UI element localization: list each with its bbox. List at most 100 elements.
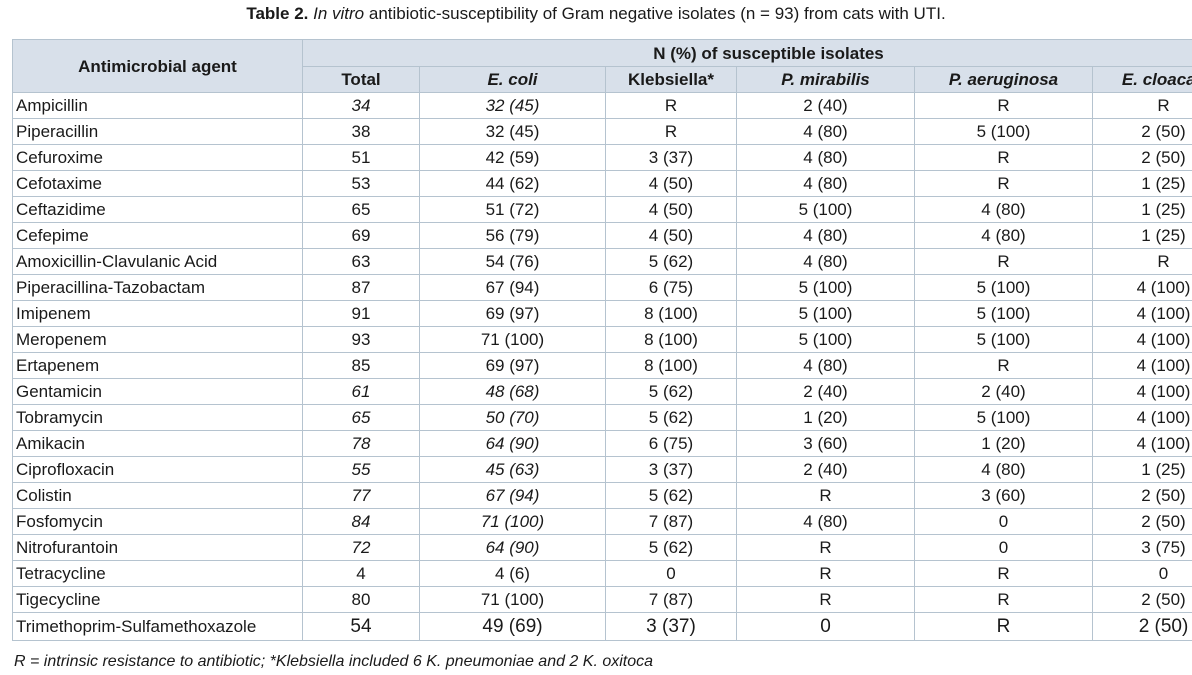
kleb-cell: 6 (75)	[605, 274, 737, 301]
table-row: Tetracycline 4 4 (6) 0 R R 0	[12, 560, 1192, 587]
agent-cell: Ciprofloxacin	[12, 456, 303, 483]
eclo-cell: 2 (50)	[1091, 118, 1192, 145]
agent-cell: Meropenem	[12, 326, 303, 353]
paer-cell: R	[914, 248, 1093, 275]
table-row: Colistin 77 67 (94) 5 (62) R 3 (60) 2 (50)	[12, 482, 1192, 509]
table-row: Ertapenem 85 69 (97) 8 (100) 4 (80) R 4 (100)	[12, 352, 1192, 379]
table-body: Ampicillin 34 32 (45) R 2 (40) R R Piperacillin…	[12, 92, 1192, 641]
pmir-cell: 5 (100)	[736, 326, 915, 353]
pmir-cell: 3 (60)	[736, 430, 915, 457]
table-row: Imipenem 91 69 (97) 8 (100) 5 (100) 5 (100) 4 …	[12, 300, 1192, 327]
pmir-cell: 4 (80)	[736, 144, 915, 171]
total-cell: 51	[302, 144, 420, 171]
table-row: Amikacin 78 64 (90) 6 (75) 3 (60) 1 (20) 4 (10…	[12, 430, 1192, 457]
eclo-cell: R	[1091, 92, 1192, 119]
eclo-cell: 4 (100)	[1091, 378, 1192, 405]
agent-cell: Tobramycin	[12, 404, 303, 431]
ecoli-cell: 64 (90)	[419, 534, 606, 561]
agent-cell: Piperacillina-Tazobactam	[12, 274, 303, 301]
pmir-cell: 2 (40)	[736, 378, 915, 405]
paer-cell: 5 (100)	[914, 274, 1093, 301]
eclo-cell: 4 (100)	[1091, 274, 1192, 301]
paer-cell: 5 (100)	[914, 300, 1093, 327]
agent-cell: Nitrofurantoin	[12, 534, 303, 561]
table-row: Cefuroxime 51 42 (59) 3 (37) 4 (80) R 2 (50)	[12, 144, 1192, 171]
total-cell: 72	[302, 534, 420, 561]
agent-cell: Cefotaxime	[12, 170, 303, 197]
table-row: Piperacillin 38 32 (45) R 4 (80) 5 (100) 2 (50…	[12, 118, 1192, 145]
table-row: Gentamicin 61 48 (68) 5 (62) 2 (40) 2 (40) 4 (…	[12, 378, 1192, 405]
agent-cell: Tigecycline	[12, 586, 303, 613]
kleb-cell: 0	[605, 560, 737, 587]
header-total: Total	[302, 66, 420, 93]
pmir-cell: 1 (20)	[736, 404, 915, 431]
kleb-cell: 4 (50)	[605, 196, 737, 223]
total-cell: 91	[302, 300, 420, 327]
table-row: Tobramycin 65 50 (70) 5 (62) 1 (20) 5 (100) 4 …	[12, 404, 1192, 431]
table-row: Ceftazidime 65 51 (72) 4 (50) 5 (100) 4 (80) 1…	[12, 196, 1192, 223]
kleb-cell: 4 (50)	[605, 170, 737, 197]
table-row: Cefotaxime 53 44 (62) 4 (50) 4 (80) R 1 (25)	[12, 170, 1192, 197]
pmir-cell: 4 (80)	[736, 352, 915, 379]
total-cell: 34	[302, 92, 420, 119]
pmir-cell: 2 (40)	[736, 92, 915, 119]
total-cell: 84	[302, 508, 420, 535]
total-cell: 93	[302, 326, 420, 353]
total-cell: 38	[302, 118, 420, 145]
eclo-cell: 1 (25)	[1091, 456, 1192, 483]
pmir-cell: 2 (40)	[736, 456, 915, 483]
eclo-cell: 4 (100)	[1091, 404, 1192, 431]
kleb-cell: 5 (62)	[605, 404, 737, 431]
ecoli-cell: 51 (72)	[419, 196, 606, 223]
kleb-cell: 5 (62)	[605, 378, 737, 405]
kleb-cell: 5 (62)	[605, 248, 737, 275]
eclo-cell: 4 (100)	[1091, 300, 1192, 327]
kleb-cell: R	[605, 118, 737, 145]
pmir-cell: 4 (80)	[736, 222, 915, 249]
paer-cell: R	[914, 170, 1093, 197]
header-pmirabilis: P. mirabilis	[736, 66, 915, 93]
ecoli-cell: 64 (90)	[419, 430, 606, 457]
total-cell: 65	[302, 404, 420, 431]
pmir-cell: 5 (100)	[736, 300, 915, 327]
table-row: Piperacillina-Tazobactam 87 67 (94) 6 (75) 5…	[12, 274, 1192, 301]
eclo-cell: 4 (100)	[1091, 430, 1192, 457]
ecoli-cell: 32 (45)	[419, 118, 606, 145]
pmir-cell: 4 (80)	[736, 508, 915, 535]
paer-cell: R	[914, 586, 1093, 613]
ecoli-cell: 4 (6)	[419, 560, 606, 587]
kleb-cell: 8 (100)	[605, 300, 737, 327]
agent-cell: Trimethoprim-Sulfamethoxazole	[12, 612, 303, 641]
ecoli-cell: 67 (94)	[419, 274, 606, 301]
agent-cell: Gentamicin	[12, 378, 303, 405]
ecoli-cell: 32 (45)	[419, 92, 606, 119]
eclo-cell: 2 (50)	[1091, 586, 1192, 613]
eclo-cell: 4 (100)	[1091, 352, 1192, 379]
header-agent: Antimicrobial agent	[12, 39, 303, 93]
header-row-columns: Total E. coli Klebsiella* P. mirabilis P…	[13, 66, 1192, 93]
paer-cell: R	[914, 612, 1093, 641]
total-cell: 55	[302, 456, 420, 483]
paer-cell: 4 (80)	[914, 196, 1093, 223]
pmir-cell: R	[736, 560, 915, 587]
paer-cell: 4 (80)	[914, 222, 1093, 249]
paer-cell: R	[914, 92, 1093, 119]
eclo-cell: R	[1091, 248, 1192, 275]
agent-cell: Ampicillin	[12, 92, 303, 119]
ecoli-cell: 71 (100)	[419, 326, 606, 353]
table-row: Tigecycline 80 71 (100) 7 (87) R R 2 (50)	[12, 586, 1192, 613]
kleb-cell: 5 (62)	[605, 534, 737, 561]
kleb-cell: R	[605, 92, 737, 119]
eclo-cell: 2 (50)	[1091, 144, 1192, 171]
table-row: Cefepime 69 56 (79) 4 (50) 4 (80) 4 (80) 1 (25…	[12, 222, 1192, 249]
table-row: Amoxicillin-Clavulanic Acid 63 54 (76) 5 (6…	[12, 248, 1192, 275]
ecoli-cell: 54 (76)	[419, 248, 606, 275]
eclo-cell: 3 (75)	[1091, 534, 1192, 561]
total-cell: 85	[302, 352, 420, 379]
caption-label: Table 2.	[246, 4, 309, 23]
kleb-cell: 7 (87)	[605, 508, 737, 535]
kleb-cell: 7 (87)	[605, 586, 737, 613]
total-cell: 61	[302, 378, 420, 405]
agent-cell: Fosfomycin	[12, 508, 303, 535]
paer-cell: R	[914, 144, 1093, 171]
